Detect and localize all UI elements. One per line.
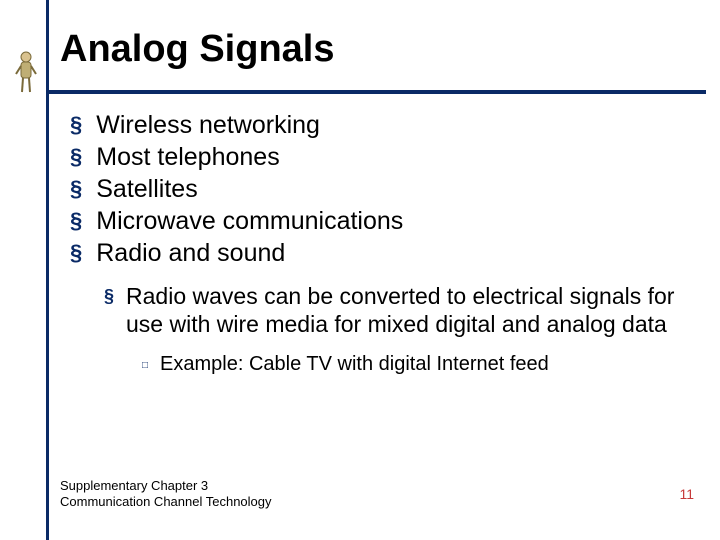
title-underline: [46, 90, 706, 94]
decorative-figure-icon: [12, 50, 40, 94]
bullet-square-icon: §: [70, 238, 82, 268]
vertical-rule: [46, 0, 49, 540]
bullet-square-icon: §: [104, 282, 114, 310]
list-item: § Wireless networking: [70, 110, 690, 140]
subsublist-item: □ Example: Cable TV with digital Interne…: [142, 352, 690, 378]
sublist-item: § Radio waves can be converted to electr…: [104, 282, 690, 338]
bullet-text: Radio waves can be converted to electric…: [126, 282, 690, 338]
list-item: § Radio and sound: [70, 238, 690, 268]
bullet-hollow-square-icon: □: [142, 354, 148, 378]
bullet-text: Microwave communications: [96, 206, 403, 236]
bullet-text: Radio and sound: [96, 238, 285, 268]
bullet-text: Satellites: [96, 174, 197, 204]
bullet-square-icon: §: [70, 110, 82, 140]
content-area: § Wireless networking § Most telephones …: [70, 110, 690, 378]
slide-title: Analog Signals: [60, 28, 334, 71]
list-item: § Satellites: [70, 174, 690, 204]
footer-line-2: Communication Channel Technology: [60, 494, 272, 510]
bullet-text: Most telephones: [96, 142, 279, 172]
bullet-square-icon: §: [70, 142, 82, 172]
footer-line-1: Supplementary Chapter 3: [60, 478, 272, 494]
bullet-text: Example: Cable TV with digital Internet …: [160, 352, 549, 376]
page-number: 11: [679, 486, 694, 502]
list-item: § Most telephones: [70, 142, 690, 172]
list-item: § Microwave communications: [70, 206, 690, 236]
bullet-square-icon: §: [70, 206, 82, 236]
bullet-square-icon: §: [70, 174, 82, 204]
bullet-text: Wireless networking: [96, 110, 320, 140]
footer-text: Supplementary Chapter 3 Communication Ch…: [60, 478, 272, 510]
